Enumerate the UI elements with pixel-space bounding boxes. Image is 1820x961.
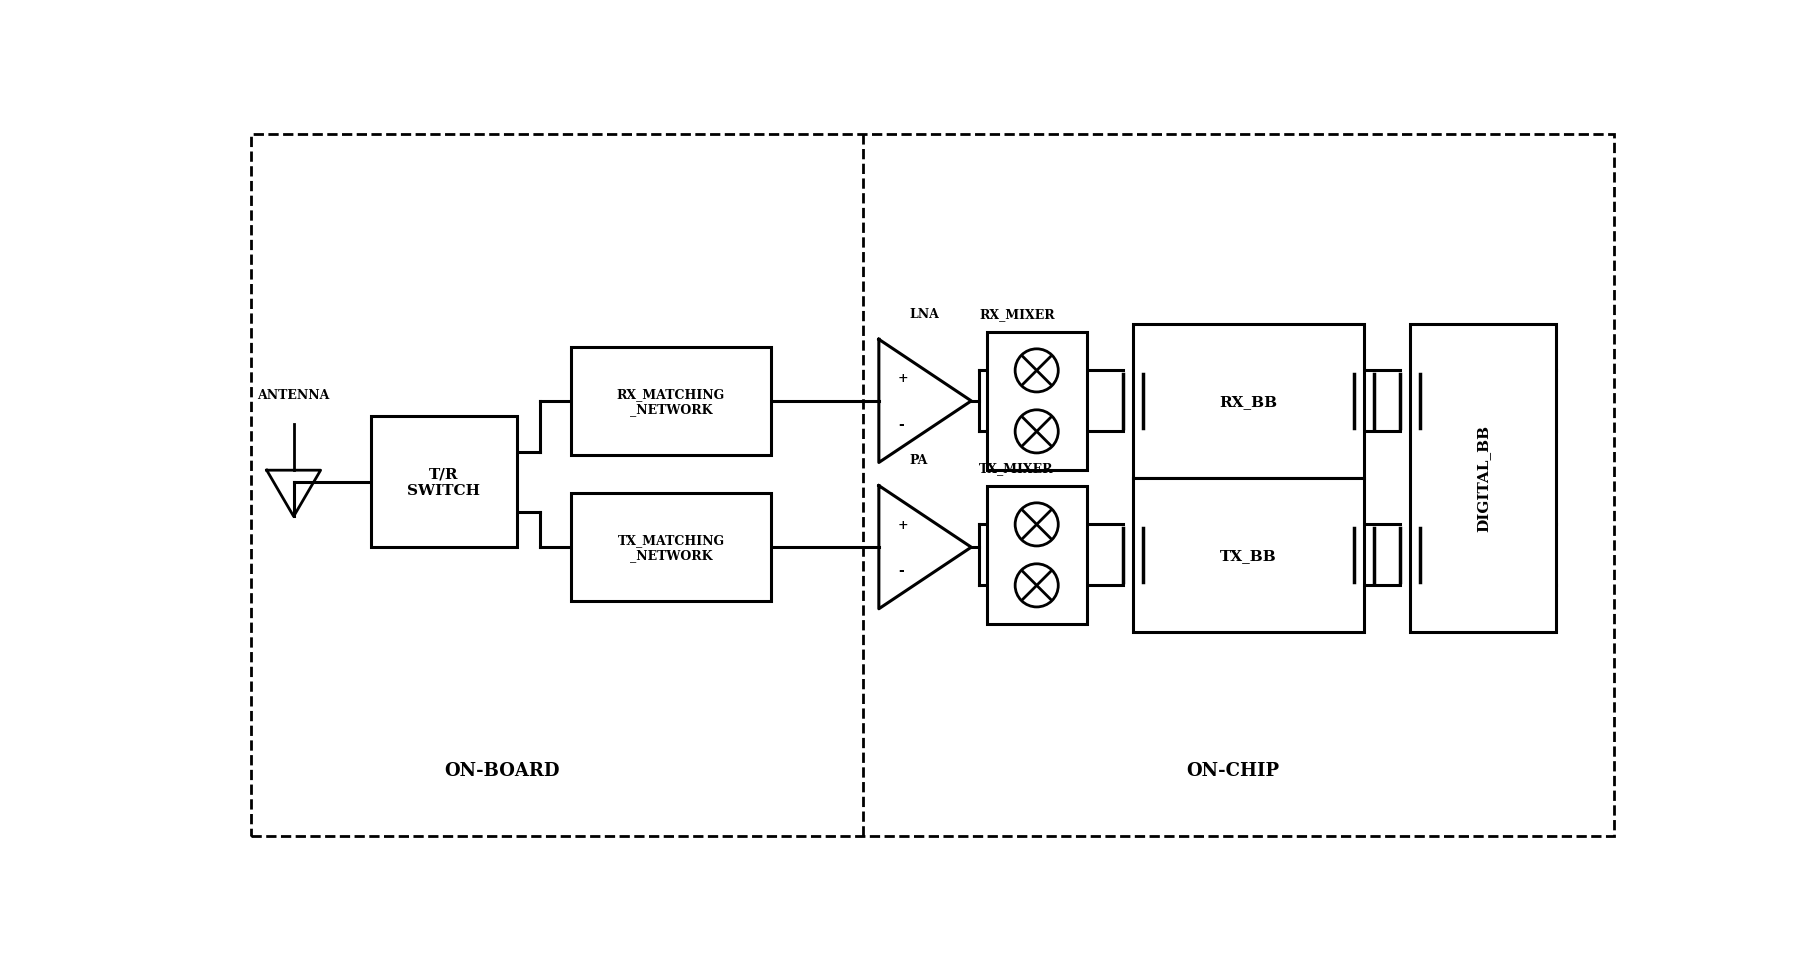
Text: TX_BB: TX_BB: [1219, 549, 1278, 562]
Bar: [571, 494, 772, 602]
Text: ANTENNA: ANTENNA: [257, 388, 329, 402]
Bar: [571, 348, 772, 456]
Text: T/R
SWITCH: T/R SWITCH: [408, 467, 480, 497]
Bar: [1134, 325, 1363, 479]
Bar: [371, 417, 517, 548]
Text: +: +: [897, 518, 908, 531]
Text: RX_MIXER: RX_MIXER: [979, 308, 1054, 321]
Text: TX_MATCHING
_NETWORK: TX_MATCHING _NETWORK: [617, 533, 724, 561]
Text: TX_MIXER: TX_MIXER: [979, 461, 1054, 475]
Text: -: -: [897, 564, 905, 578]
Text: LNA: LNA: [910, 308, 939, 321]
Text: RX_BB: RX_BB: [1219, 394, 1278, 408]
Text: ON-BOARD: ON-BOARD: [444, 762, 559, 779]
Text: +: +: [897, 372, 908, 384]
Bar: [986, 333, 1087, 471]
Text: -: -: [897, 417, 905, 431]
Text: ON-CHIP: ON-CHIP: [1187, 762, 1279, 779]
Text: RX_MATCHING
_NETWORK: RX_MATCHING _NETWORK: [617, 387, 724, 415]
Bar: [1134, 479, 1363, 632]
Bar: [1410, 325, 1556, 632]
Text: PA: PA: [910, 454, 928, 467]
Bar: [986, 486, 1087, 625]
Text: DIGITAL_BB: DIGITAL_BB: [1476, 425, 1491, 531]
